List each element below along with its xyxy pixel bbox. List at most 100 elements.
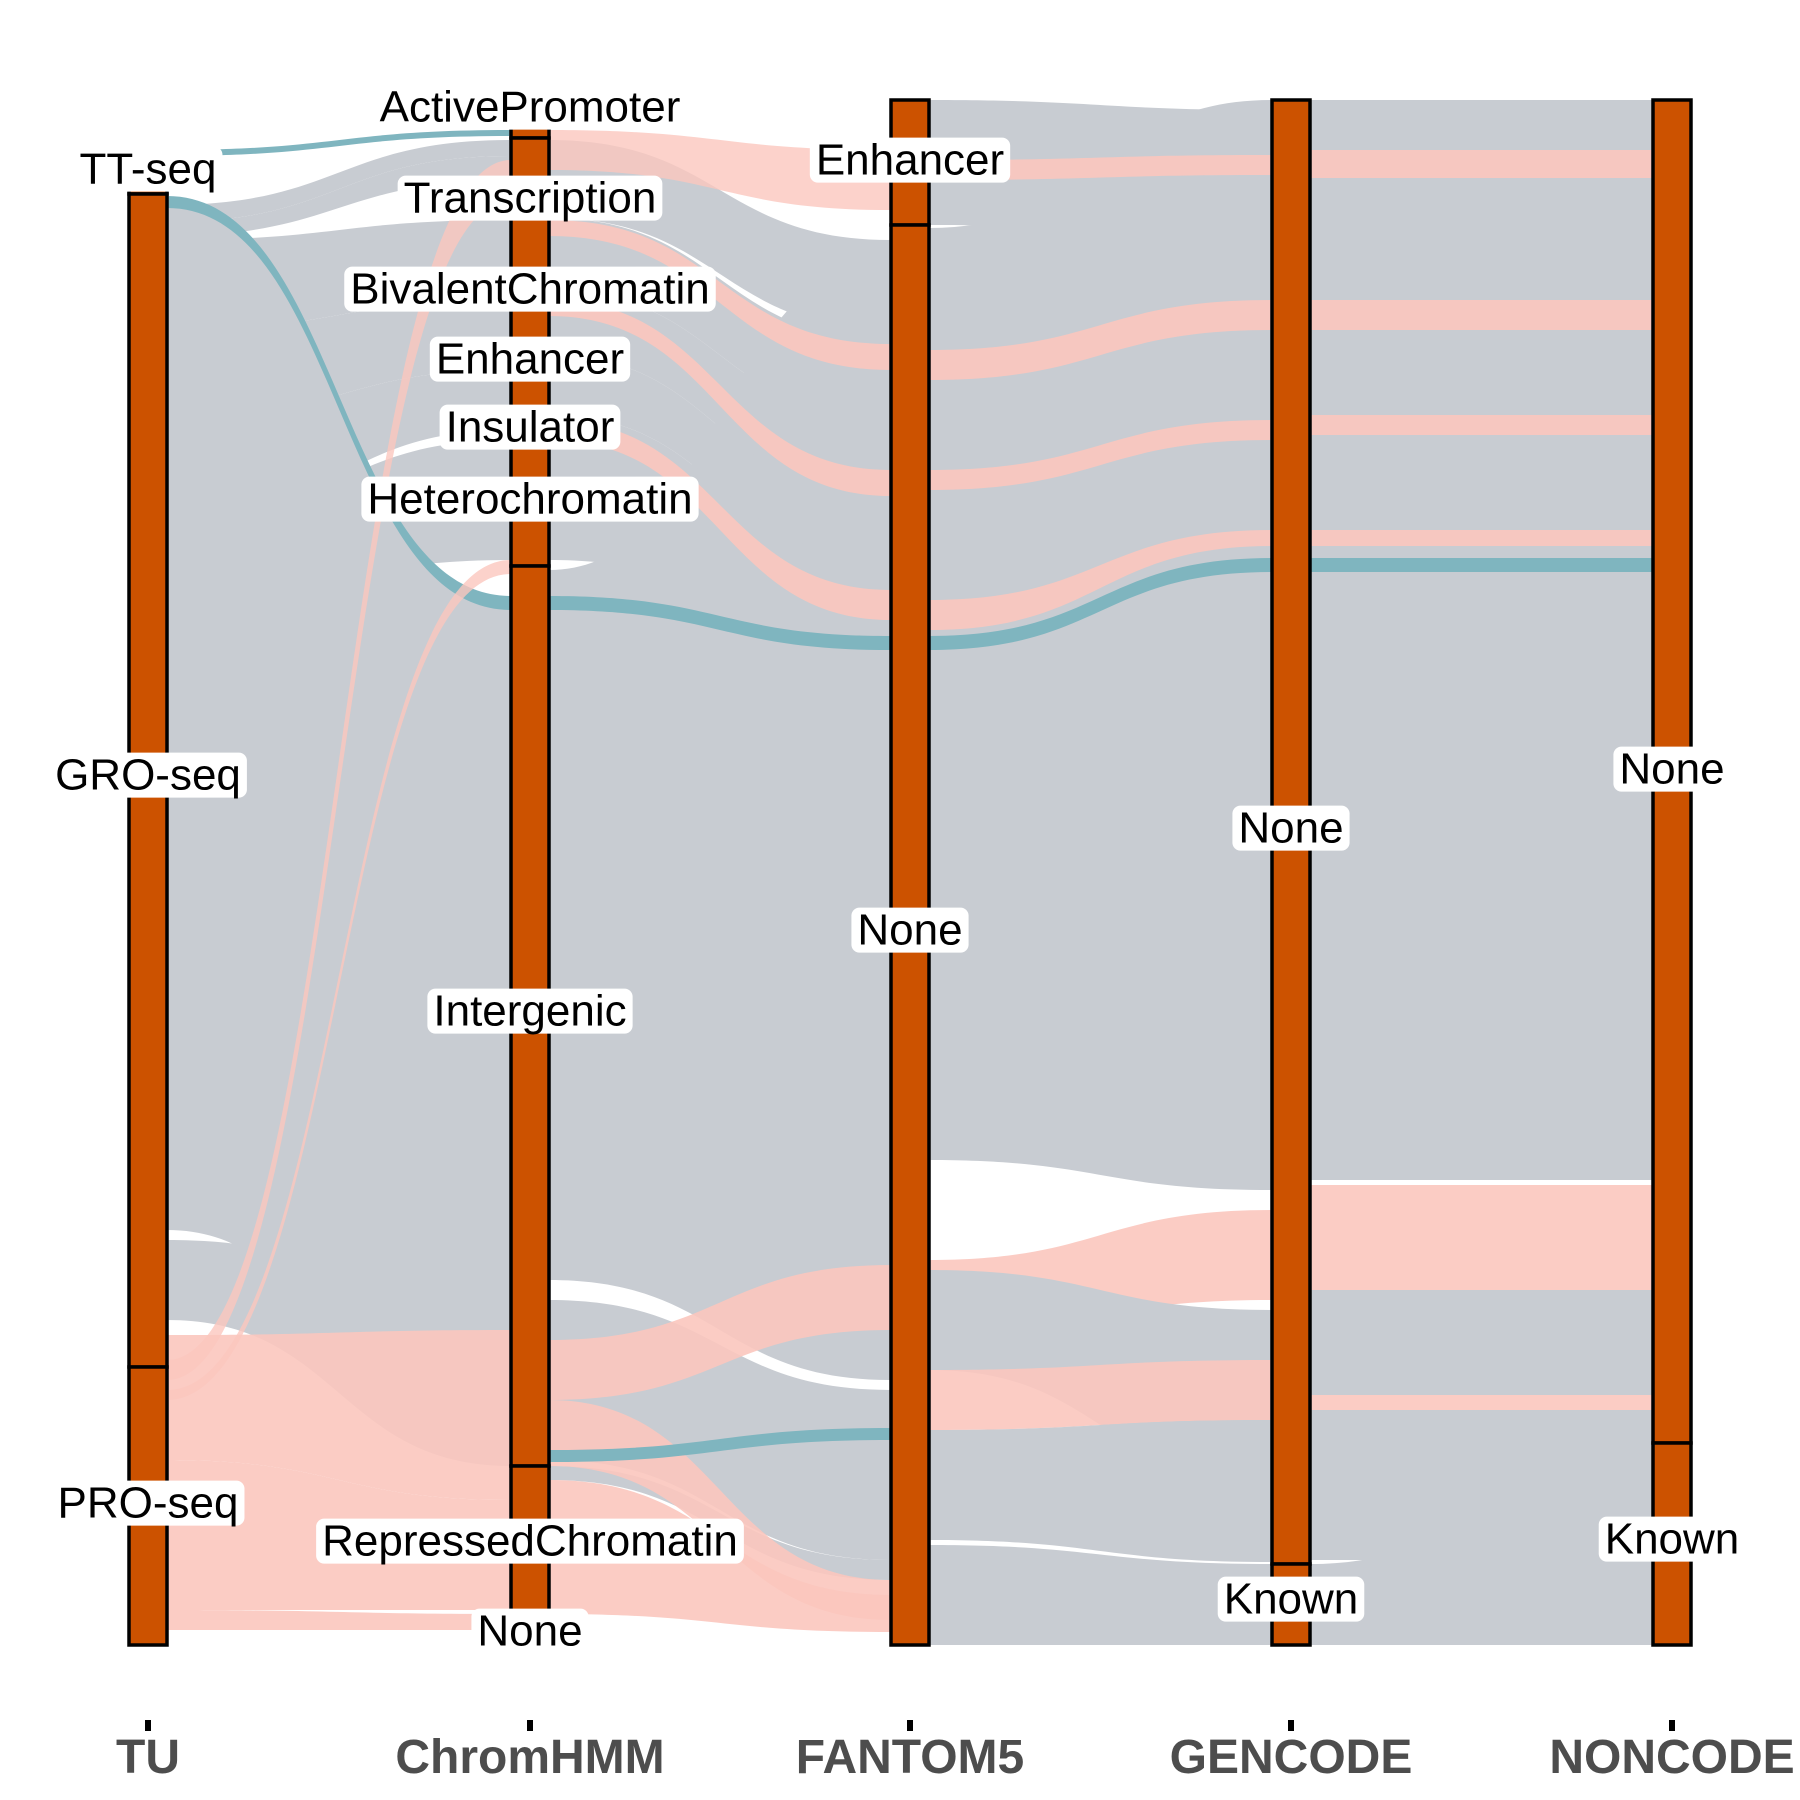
stratum-label-text: GRO-seq xyxy=(55,751,241,800)
stratum-label-text: Enhancer xyxy=(816,136,1004,185)
stratum-label-fantom5-none: None xyxy=(851,906,969,955)
stratum-label-text: RepressedChromatin xyxy=(322,1517,738,1566)
stratum-label-chromhmm-enhancer: Enhancer xyxy=(429,335,631,384)
x-tick-label-chromhmm: ChromHMM xyxy=(395,1731,664,1784)
x-tick-label-fantom5: FANTOM5 xyxy=(796,1731,1024,1784)
stratum-label-text: None xyxy=(1238,804,1343,853)
flow-ribbon xyxy=(1310,530,1653,546)
stratum-label-gencode-none: None xyxy=(1232,804,1350,853)
flow-ribbon xyxy=(1310,150,1653,178)
stratum-label-text: None xyxy=(857,906,962,955)
x-tick-mark xyxy=(907,1720,913,1731)
label-background xyxy=(427,988,633,1034)
flow-ribbon xyxy=(549,130,891,210)
flow-ribbon xyxy=(549,1428,891,1462)
stratum-label-text: Known xyxy=(1224,1575,1359,1624)
label-background xyxy=(1598,1516,1746,1562)
stratum-label-gencode-known: Known xyxy=(1217,1575,1365,1624)
label-background xyxy=(851,907,969,953)
flow-ribbon xyxy=(1310,1450,1653,1645)
flow-ribbon xyxy=(1310,1185,1653,1290)
label-background xyxy=(373,84,687,130)
flow-ribbon xyxy=(167,300,511,420)
flow-ribbon xyxy=(1310,1395,1653,1410)
flow-ribbon xyxy=(167,370,511,520)
flow-ribbon xyxy=(549,596,891,650)
flow-ribbon xyxy=(167,130,511,156)
flow-ribbon xyxy=(929,1420,1272,1562)
label-background xyxy=(809,137,1011,183)
label-background xyxy=(344,266,716,312)
stratum-label-fantom5-enhancer: Enhancer xyxy=(809,136,1011,185)
stratum-label-text: Heterochromatin xyxy=(367,475,692,524)
flow-ribbon xyxy=(929,530,1272,630)
x-tick-mark xyxy=(1669,1720,1675,1731)
stratum-label-chromhmm-none: None xyxy=(471,1607,589,1656)
stratum-label-chromhmm-bivalentchromatin: BivalentChromatin xyxy=(344,265,716,314)
label-background xyxy=(1232,805,1350,851)
x-tick-label-tu: TU xyxy=(116,1731,180,1784)
stratum-label-chromhmm-heterochromatin: Heterochromatin xyxy=(361,475,699,524)
label-background xyxy=(361,476,699,522)
flow-ribbon xyxy=(929,1545,1272,1645)
flow-ribbon xyxy=(929,155,1272,180)
x-axis: TU ChromHMM FANTOM5 GENCODE NONCODE xyxy=(116,1720,1795,1784)
label-background xyxy=(51,1480,245,1526)
stratum-label-noncode-none: None xyxy=(1613,745,1731,794)
stratum-label-text: Intergenic xyxy=(433,987,626,1036)
flow-ribbon xyxy=(1310,300,1653,330)
stratum-label-tu-pro-seq: PRO-seq xyxy=(51,1479,245,1528)
stratum-label-text: Insulator xyxy=(446,403,615,452)
flow-ribbon xyxy=(1310,415,1653,435)
flow-ribbon xyxy=(549,220,891,370)
flow-ribbon xyxy=(167,1610,511,1630)
flow-ribbon xyxy=(167,140,511,222)
stratum-label-text: BivalentChromatin xyxy=(350,265,710,314)
x-tick-label-noncode: NONCODE xyxy=(1549,1731,1794,1784)
stratum-label-noncode-known: Known xyxy=(1598,1515,1746,1564)
label-background xyxy=(1217,1576,1365,1622)
label-background xyxy=(316,1518,744,1564)
stratum-label-chromhmm-insulator: Insulator xyxy=(439,403,621,452)
stratum-label-text: None xyxy=(477,1607,582,1656)
stratum-label-chromhmm-activepromoter: ActivePromoter xyxy=(373,83,687,132)
flow-ribbon xyxy=(167,560,511,1400)
stratum-label-text: ActivePromoter xyxy=(380,83,681,132)
stratum-label-text: Enhancer xyxy=(436,335,624,384)
flow-ribbon xyxy=(167,160,511,1380)
stratum-label-text: PRO-seq xyxy=(58,1479,239,1528)
flow-ribbon xyxy=(549,300,891,496)
flow-ribbon xyxy=(549,420,891,620)
x-tick-mark xyxy=(145,1720,151,1731)
flow-ribbon xyxy=(1310,558,1653,572)
stratum-label-text: None xyxy=(1619,745,1724,794)
label-background xyxy=(1613,746,1731,792)
flow-ribbon xyxy=(549,355,891,560)
flow-ribbon xyxy=(167,1330,511,1500)
stratum-label-text: Transcription xyxy=(404,174,657,223)
label-background xyxy=(73,146,223,192)
flow-ribbon xyxy=(929,1360,1272,1430)
stratum-label-chromhmm-intergenic: Intergenic xyxy=(427,987,633,1036)
flow-ribbon xyxy=(929,420,1272,490)
label-background xyxy=(397,175,663,221)
flow-ribbon xyxy=(929,300,1272,380)
flow-ribbon xyxy=(167,196,511,610)
x-tick-label-gencode: GENCODE xyxy=(1170,1731,1413,1784)
flow-ribbon xyxy=(549,1265,891,1400)
stratum-label-text: TT-seq xyxy=(80,145,217,194)
stratum-label-chromhmm-repressedchromatin: RepressedChromatin xyxy=(316,1517,744,1566)
flow-ribbon xyxy=(1310,1290,1653,1395)
x-tick-mark xyxy=(1288,1720,1294,1731)
flow-ribbon xyxy=(929,558,1272,650)
stratum-label-chromhmm-transcription: Transcription xyxy=(397,174,663,223)
label-background xyxy=(49,752,247,798)
label-background xyxy=(439,404,621,450)
label-background xyxy=(429,336,631,382)
flow-ribbon xyxy=(1310,100,1653,1180)
stratum-label-tu-gro-seq: GRO-seq xyxy=(49,751,247,800)
label-layer: TT-seq GRO-seq PRO-seq ActivePromoter Transc… xyxy=(49,83,1746,1656)
stratum-label-text: Known xyxy=(1605,1515,1740,1564)
